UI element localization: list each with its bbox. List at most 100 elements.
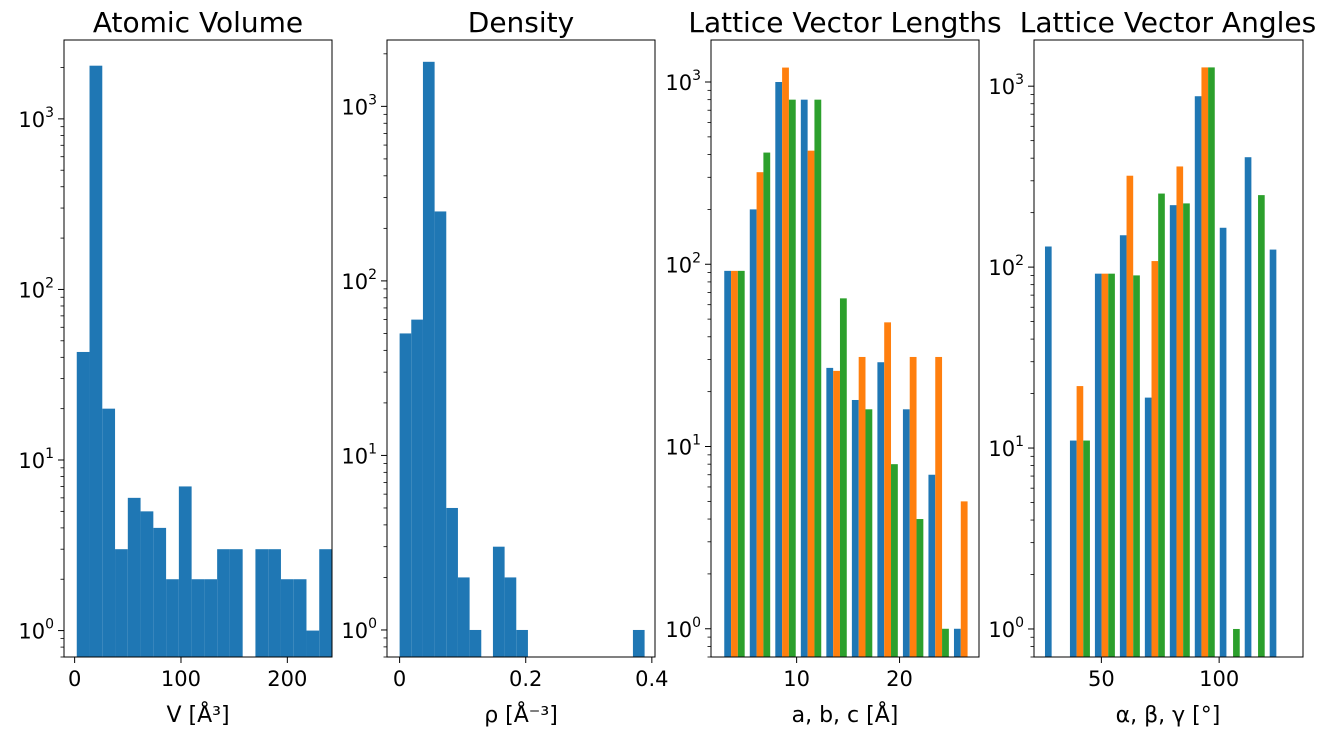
histogram-bar bbox=[807, 150, 815, 657]
histogram-bar bbox=[1133, 275, 1140, 657]
panel-lattice-angles: Lattice Vector Angles α, β, γ [°] 100 101… bbox=[988, 6, 1316, 728]
histogram-bar bbox=[76, 351, 90, 657]
panel-lattice-lengths: Lattice Vector Lengths a, b, c [Å] 100 10… bbox=[665, 6, 1001, 728]
histogram-bar bbox=[851, 399, 859, 657]
histogram-bar bbox=[632, 629, 645, 657]
y-tick-label: 100 bbox=[18, 617, 54, 644]
histogram-bar bbox=[858, 356, 866, 657]
y-tick-label: 102 bbox=[341, 267, 377, 294]
histogram-bar bbox=[399, 333, 412, 657]
histogram-bar bbox=[902, 409, 910, 657]
x-tick-label: 0 bbox=[393, 667, 406, 691]
y-tick-label: 102 bbox=[665, 250, 701, 277]
histogram-bar bbox=[204, 579, 218, 657]
x-tick-label: 50 bbox=[1088, 667, 1115, 691]
x-tick-label: 100 bbox=[1199, 667, 1239, 691]
y-tick-label: 100 bbox=[341, 616, 377, 643]
histogram-bar bbox=[153, 527, 167, 657]
y-tick-label: 102 bbox=[18, 275, 54, 302]
histogram-bar bbox=[756, 172, 764, 657]
x-tick-label: 200 bbox=[267, 667, 307, 691]
x-tick-label: 20 bbox=[886, 667, 913, 691]
y-tick-label: 100 bbox=[988, 615, 1024, 642]
histogram-bar bbox=[217, 549, 230, 657]
y-tick-label: 101 bbox=[665, 433, 701, 460]
axes-frame bbox=[63, 39, 333, 658]
histogram-bar bbox=[178, 486, 192, 657]
histogram-bar bbox=[731, 270, 738, 657]
histogram-bar bbox=[422, 61, 435, 657]
histogram-bar bbox=[1158, 193, 1165, 657]
y-tick-label: 103 bbox=[18, 105, 54, 132]
histogram-bar bbox=[306, 630, 320, 657]
x-axis-label: a, b, c [Å] bbox=[792, 701, 899, 728]
panel-title: Lattice Vector Lengths bbox=[688, 6, 1001, 39]
histogram-bar bbox=[909, 356, 917, 657]
x-axis: 0 0.2 0.4 bbox=[393, 657, 669, 691]
histogram-bar bbox=[960, 501, 968, 657]
histogram-bar bbox=[293, 579, 307, 657]
bars bbox=[76, 65, 332, 657]
histogram-bar bbox=[1269, 249, 1277, 658]
histogram-bar bbox=[763, 152, 771, 658]
histogram-bar bbox=[457, 577, 470, 657]
histogram-bar bbox=[1126, 175, 1134, 657]
histogram-bar bbox=[446, 507, 458, 657]
histogram-bar bbox=[928, 474, 936, 657]
y-tick-label: 101 bbox=[18, 446, 54, 473]
bars bbox=[1044, 67, 1277, 658]
x-axis: 0 100 200 bbox=[68, 657, 307, 691]
y-tick-label: 100 bbox=[665, 615, 701, 642]
histogram-bar bbox=[749, 209, 757, 657]
histogram-bar bbox=[127, 497, 141, 657]
histogram-bar bbox=[1069, 440, 1077, 657]
x-tick-label: 0.2 bbox=[509, 667, 542, 691]
y-tick-label: 103 bbox=[341, 92, 377, 119]
panel-density: Density ρ [Å⁻³] 100 101 102 103 0 0.2 0.4 bbox=[341, 6, 668, 728]
histogram-bar bbox=[191, 579, 205, 657]
y-tick-label: 103 bbox=[665, 68, 701, 95]
panel-title: Density bbox=[468, 6, 574, 39]
histogram-bar bbox=[1201, 67, 1209, 657]
histogram-bar bbox=[935, 356, 943, 657]
histogram-bar bbox=[724, 270, 732, 657]
histogram-bar bbox=[953, 628, 961, 657]
y-tick-label: 101 bbox=[341, 441, 377, 468]
histogram-bar bbox=[1108, 273, 1115, 657]
histogram-bar bbox=[1176, 166, 1184, 657]
histogram-bar bbox=[814, 99, 822, 657]
histogram-bar bbox=[1219, 227, 1227, 657]
x-tick-label: 0 bbox=[68, 667, 81, 691]
histogram-bar bbox=[280, 579, 294, 657]
histogram-bar bbox=[434, 211, 447, 657]
histogram-bar bbox=[1094, 273, 1102, 657]
y-axis: 100 101 102 103 bbox=[18, 67, 64, 658]
histogram-bar bbox=[942, 628, 949, 657]
histogram-bar bbox=[1183, 203, 1190, 657]
histogram-bar bbox=[492, 546, 505, 657]
histogram-bar bbox=[833, 370, 840, 657]
histogram-bar bbox=[102, 408, 116, 657]
histogram-bar bbox=[1169, 205, 1177, 658]
histogram-bar bbox=[916, 519, 924, 657]
histogram-bar bbox=[1144, 397, 1152, 657]
histogram-bar bbox=[1151, 261, 1159, 657]
x-axis: 50 100 bbox=[1088, 657, 1239, 691]
histogram-bar bbox=[255, 549, 269, 657]
x-axis-label: α, β, γ [°] bbox=[1116, 703, 1221, 728]
histogram-bar bbox=[166, 579, 179, 657]
panel-atomic-volume: Atomic Volume V [Å³] 100 101 102 103 0 100 200 bbox=[18, 6, 333, 728]
histogram-bar bbox=[140, 511, 154, 657]
x-tick-label: 10 bbox=[783, 667, 810, 691]
histogram-bar bbox=[411, 319, 423, 657]
panel-title: Atomic Volume bbox=[93, 6, 303, 39]
histogram-bar bbox=[89, 65, 103, 657]
histogram-bar bbox=[516, 629, 528, 657]
x-axis-label: V [Å³] bbox=[166, 701, 229, 728]
histogram-bar bbox=[1119, 235, 1127, 657]
histogram-bar bbox=[877, 362, 885, 657]
histogram-bar bbox=[1076, 386, 1084, 657]
x-tick-label: 100 bbox=[161, 667, 201, 691]
histogram-bar bbox=[469, 629, 482, 657]
histogram-bar bbox=[1083, 440, 1090, 657]
